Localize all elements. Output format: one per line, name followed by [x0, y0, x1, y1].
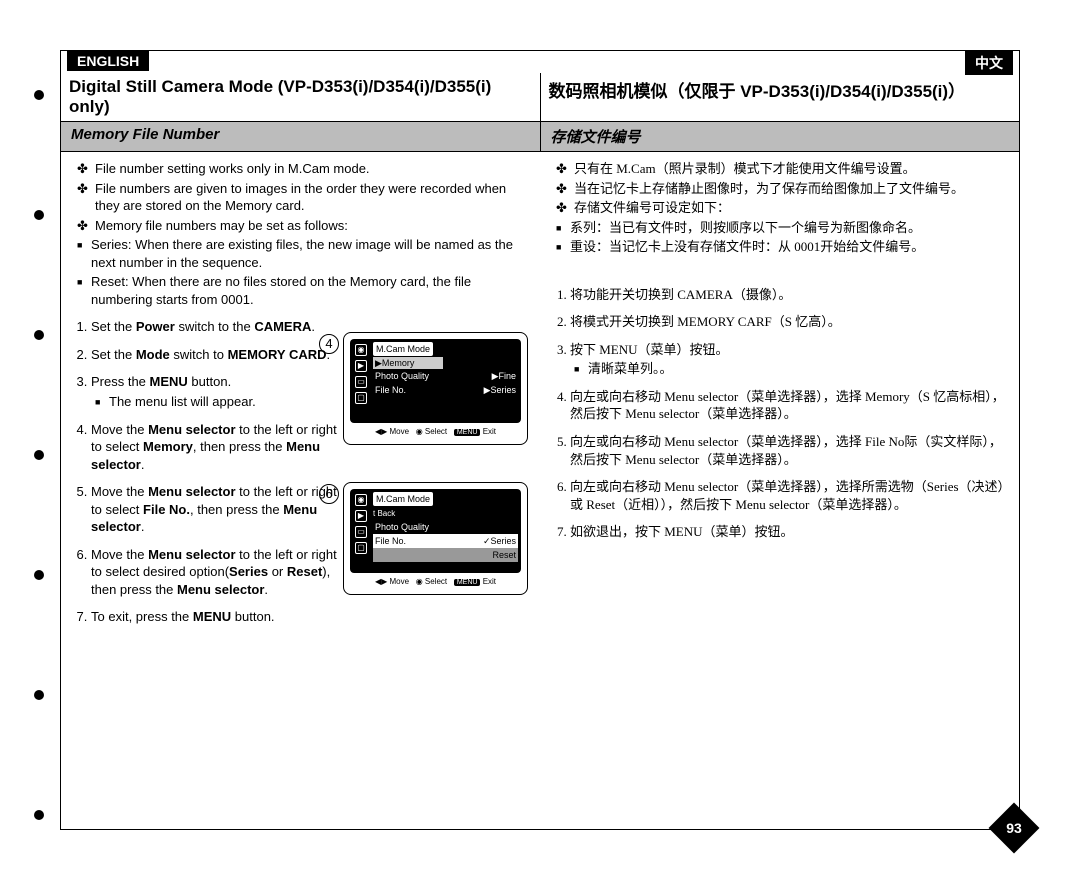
cn-bullet: 当在记忆卡上存储静止图像时，为了保存而给图像加上了文件编号。 [574, 180, 1007, 198]
menu-sidebar-icons: ◉ ▶ ▭ ▢ [353, 492, 369, 570]
callout-6-icon: 6 [319, 484, 339, 504]
cn-bullet: 只有在 M.Cam（照片录制）模式下才能使用文件编号设置。 [574, 160, 1007, 178]
column-chinese: 只有在 M.Cam（照片录制）模式下才能使用文件编号设置。 当在记忆卡上存储静止… [540, 152, 1019, 852]
topic-en: Memory File Number [61, 122, 540, 151]
menu-title: M.Cam Mode [373, 342, 433, 356]
cn-step-7: 如欲退出，按下 MENU（菜单）按钮。 [570, 523, 1007, 541]
en-subbullet: Series: When there are existing files, t… [91, 236, 528, 271]
en-intro-bullets: File number setting works only in M.Cam … [73, 160, 528, 234]
menu-memory-item: ▶Memory [373, 357, 443, 369]
menu-row: Reset [373, 548, 518, 562]
column-english: File number setting works only in M.Cam … [61, 152, 540, 852]
binding-dot [34, 570, 44, 580]
page-number: 93 [996, 810, 1032, 846]
cn-step-5: 向左或向右移动 Menu selector（菜单选择器），选择 File No际… [570, 433, 1007, 468]
binding-dot [34, 210, 44, 220]
binding-dot [34, 90, 44, 100]
menu-screenshot-6: 6 ◉ ▶ ▭ ▢ M.Cam Mode t Back Photo Qualit… [343, 482, 528, 595]
section-header-row: Digital Still Camera Mode (VP-D353(i)/D3… [61, 73, 1019, 122]
cn-step-3: 按下 MENU（菜单）按钮。 清晰菜单列。。 [570, 341, 1007, 378]
topic-header-row: Memory File Number 存储文件编号 [61, 122, 1019, 152]
card-icon: ▭ [355, 526, 367, 538]
cn-sub-bullets: 系列：当已有文件时，则按顺序以下一个编号为新图像命名。 重设：当记忆卡上没有存储… [552, 219, 1007, 256]
cn-subbullet: 系列：当已有文件时，则按顺序以下一个编号为新图像命名。 [570, 219, 1007, 237]
menu-back: t Back [373, 509, 395, 518]
en-step-7: To exit, press the MENU button. [91, 608, 528, 626]
binding-dot [34, 810, 44, 820]
page-number-badge: 93 [996, 810, 1032, 846]
en-subbullet: Reset: When there are no files stored on… [91, 273, 528, 308]
cn-intro-bullets: 只有在 M.Cam（照片录制）模式下才能使用文件编号设置。 当在记忆卡上存储静止… [552, 160, 1007, 217]
camera-icon: ◉ [355, 344, 367, 356]
en-bullet: File number setting works only in M.Cam … [95, 160, 528, 178]
en-sub-bullets: Series: When there are existing files, t… [73, 236, 528, 308]
image-icon: ▢ [355, 542, 367, 554]
en-bullet: File numbers are given to images in the … [95, 180, 528, 215]
menu-row-selected: File No.✓Series [373, 534, 518, 548]
en-step-5: Move the Menu selector to the left or ri… [91, 483, 351, 536]
cn-step-4: 向左或向右移动 Menu selector（菜单选择器），选择 Memory（S… [570, 388, 1007, 423]
camera-icon: ◉ [355, 494, 367, 506]
menu-screenshot-4: 4 ◉ ▶ ▭ ▢ M.Cam Mode ▶Memory Photo Quali… [343, 332, 528, 445]
tab-chinese: 中文 [965, 51, 1013, 75]
image-icon: ▢ [355, 392, 367, 404]
menu-footer: ◀▶ Move ◉ Select MENU Exit [350, 427, 521, 438]
menu-title: M.Cam Mode [373, 492, 433, 506]
cn-bullet: 存储文件编号可设定如下： [574, 199, 1007, 217]
language-tabs: ENGLISH 中文 [61, 51, 1019, 73]
menu-footer: ◀▶ Move ◉ Select MENU Exit [350, 577, 521, 588]
binding-dot [34, 690, 44, 700]
topic-cn: 存储文件编号 [540, 122, 1020, 151]
manual-page: ENGLISH 中文 Digital Still Camera Mode (VP… [60, 50, 1020, 830]
en-step-4: Move the Menu selector to the left or ri… [91, 421, 351, 474]
binding-dot [34, 450, 44, 460]
callout-4-icon: 4 [319, 334, 339, 354]
arrow-icon: ▶ [355, 360, 367, 372]
cn-step-2: 将模式开关切换到 MEMORY CARF（S 忆高）。 [570, 313, 1007, 331]
cn-subbullet: 重设：当记忆卡上没有存储文件时：从 0001开始给文件编号。 [570, 238, 1007, 256]
cn-steps: 将功能开关切换到 CAMERA（摄像）。 将模式开关切换到 MEMORY CAR… [552, 286, 1007, 541]
menu-row: Photo Quality [373, 520, 518, 534]
tab-english: ENGLISH [67, 51, 149, 71]
cn-step-1: 将功能开关切换到 CAMERA（摄像）。 [570, 286, 1007, 304]
cn-step-6: 向左或向右移动 Menu selector（菜单选择器），选择所需选物（Seri… [570, 478, 1007, 513]
card-icon: ▭ [355, 376, 367, 388]
menu-row: Photo Quality▶Fine [373, 369, 518, 383]
arrow-icon: ▶ [355, 510, 367, 522]
section-header-cn: 数码照相机模似（仅限于 VP-D353(i)/D354(i)/D355(i)） [540, 73, 1020, 121]
menu-row: File No.▶Series [373, 383, 518, 397]
menu-sidebar-icons: ◉ ▶ ▭ ▢ [353, 342, 369, 420]
section-header-en: Digital Still Camera Mode (VP-D353(i)/D3… [61, 73, 540, 121]
binding-dot [34, 330, 44, 340]
en-step-6: Move the Menu selector to the left or ri… [91, 546, 351, 599]
en-bullet: Memory file numbers may be set as follow… [95, 217, 528, 235]
cn-step3-sub: 清晰菜单列。。 [588, 360, 1007, 378]
